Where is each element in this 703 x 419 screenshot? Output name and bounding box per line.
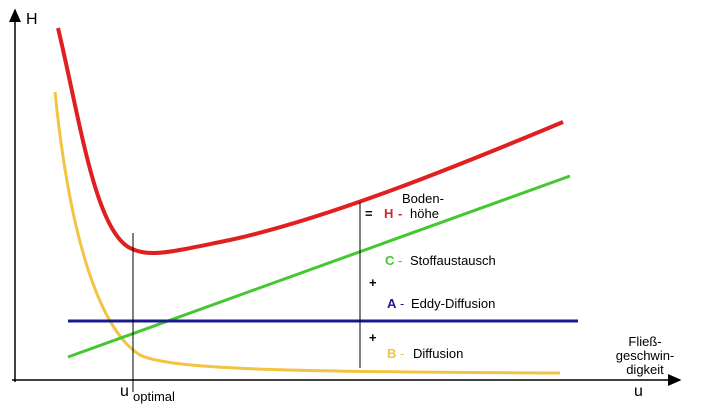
term-text: Diffusion bbox=[413, 346, 463, 361]
x-description: digkeit bbox=[626, 362, 664, 377]
term-separator: - bbox=[400, 346, 404, 361]
term-separator: - bbox=[398, 206, 402, 221]
optimum-symbol: u bbox=[120, 383, 129, 400]
term-text: Eddy-Diffusion bbox=[411, 296, 495, 311]
term-text: höhe bbox=[410, 206, 439, 221]
term-letter: A bbox=[387, 296, 397, 311]
x-description: geschwin- bbox=[616, 348, 675, 363]
equals: = bbox=[365, 206, 373, 221]
c-line bbox=[67, 174, 571, 359]
term-letter: B bbox=[387, 346, 396, 361]
plus: + bbox=[369, 330, 377, 345]
optimum-subscript: optimal bbox=[133, 389, 175, 404]
term-letter: C bbox=[385, 253, 395, 268]
term-text: Boden- bbox=[402, 191, 444, 206]
h-curve bbox=[56, 27, 564, 256]
term-separator: - bbox=[398, 253, 402, 268]
term-separator: - bbox=[400, 296, 404, 311]
term-text: Stoffaustausch bbox=[410, 253, 496, 268]
x-axis-label: u bbox=[634, 383, 643, 400]
b-curve bbox=[53, 91, 561, 375]
y-axis-label: H bbox=[26, 11, 38, 28]
x-description: Fließ- bbox=[628, 334, 661, 349]
plus: + bbox=[369, 275, 377, 290]
term-letter: H bbox=[384, 206, 393, 221]
